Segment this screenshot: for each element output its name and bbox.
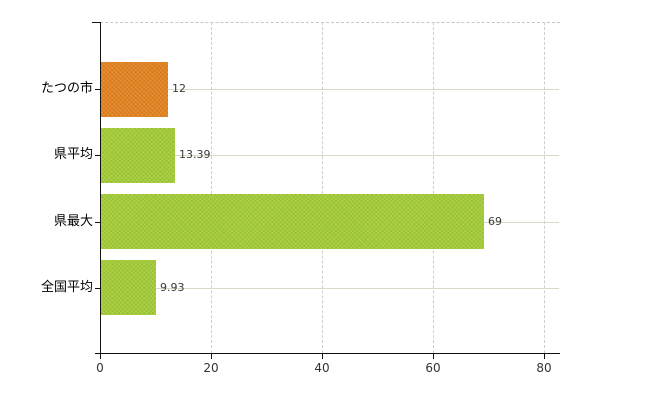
category-label: 全国平均 — [40, 280, 93, 295]
horizontal-gridline — [100, 155, 559, 156]
x-tick-label: 80 — [536, 361, 552, 375]
y-axis-tick — [95, 288, 100, 289]
bar-texture — [101, 128, 175, 183]
y-axis-tick — [95, 89, 100, 90]
bar-value-label: 13.39 — [179, 148, 211, 161]
bar-texture — [101, 62, 168, 117]
x-axis-tick — [322, 353, 323, 359]
y-axis-line — [100, 22, 101, 353]
vertical-gridline — [322, 22, 323, 353]
horizontal-gridline — [100, 89, 559, 90]
bar-value-label: 9.93 — [160, 281, 185, 294]
y-axis-tick — [95, 222, 100, 223]
bar-texture — [101, 194, 484, 249]
category-label: 県平均 — [53, 147, 93, 162]
x-axis-tick — [100, 353, 101, 359]
bar-value-label: 69 — [488, 215, 502, 228]
x-axis-tick — [211, 353, 212, 359]
x-axis-tick — [433, 353, 434, 359]
plot-top-border — [100, 22, 560, 23]
x-tick-label: 40 — [314, 361, 330, 375]
vertical-gridline — [433, 22, 434, 353]
x-tick-label: 0 — [96, 361, 104, 375]
bar-value-label: 12 — [172, 82, 186, 95]
category-label: 県最大 — [53, 214, 93, 229]
x-tick-label: 60 — [425, 361, 441, 375]
bar — [101, 194, 484, 249]
bar-texture — [101, 260, 156, 315]
bar — [101, 62, 168, 117]
bar — [101, 260, 156, 315]
bar — [101, 128, 175, 183]
horizontal-gridline — [100, 288, 559, 289]
x-axis-line — [95, 353, 560, 354]
x-axis-tick — [544, 353, 545, 359]
y-axis-tick — [95, 155, 100, 156]
vertical-gridline — [211, 22, 212, 353]
category-label: たつの市 — [40, 81, 93, 96]
vertical-gridline — [544, 22, 545, 353]
y-axis-top-tick — [92, 22, 100, 23]
x-tick-label: 20 — [203, 361, 219, 375]
